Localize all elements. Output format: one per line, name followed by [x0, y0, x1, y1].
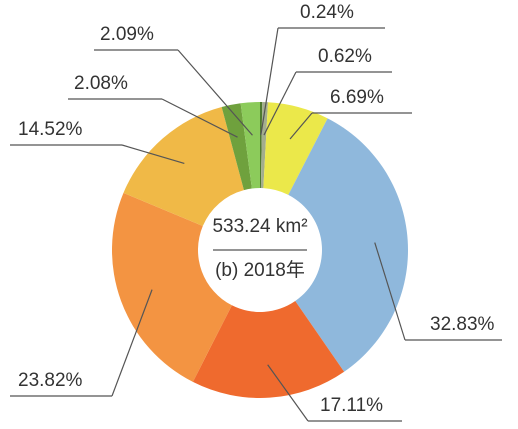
slice — [260, 102, 263, 189]
leader-line — [111, 289, 153, 397]
leader-line — [121, 144, 185, 164]
slice — [240, 102, 260, 189]
leader-line — [263, 71, 297, 136]
leader-line — [260, 27, 279, 136]
center-subtitle: (b) 2018年 — [215, 259, 305, 281]
slice — [123, 107, 244, 227]
value-label: 32.83% — [430, 314, 495, 335]
value-label: 17.11% — [320, 395, 383, 416]
value-label: 0.62% — [318, 46, 372, 67]
value-label: 6.69% — [330, 87, 384, 108]
slice — [112, 192, 232, 382]
leader-line — [289, 112, 313, 140]
value-label: 0.24% — [300, 2, 354, 23]
slices — [112, 102, 409, 398]
slice — [263, 102, 328, 195]
slice — [221, 103, 252, 191]
slice — [288, 118, 409, 372]
value-label: 14.52% — [18, 119, 83, 140]
value-label: 2.09% — [100, 24, 154, 45]
value-label: 23.82% — [18, 370, 83, 391]
leader-line — [267, 364, 309, 422]
center-total: 533.24 km² — [212, 216, 307, 237]
leader-line — [177, 49, 253, 136]
slice — [192, 301, 345, 398]
value-label: 2.08% — [74, 73, 128, 94]
leader-line — [374, 242, 406, 341]
leader-line — [161, 98, 238, 138]
